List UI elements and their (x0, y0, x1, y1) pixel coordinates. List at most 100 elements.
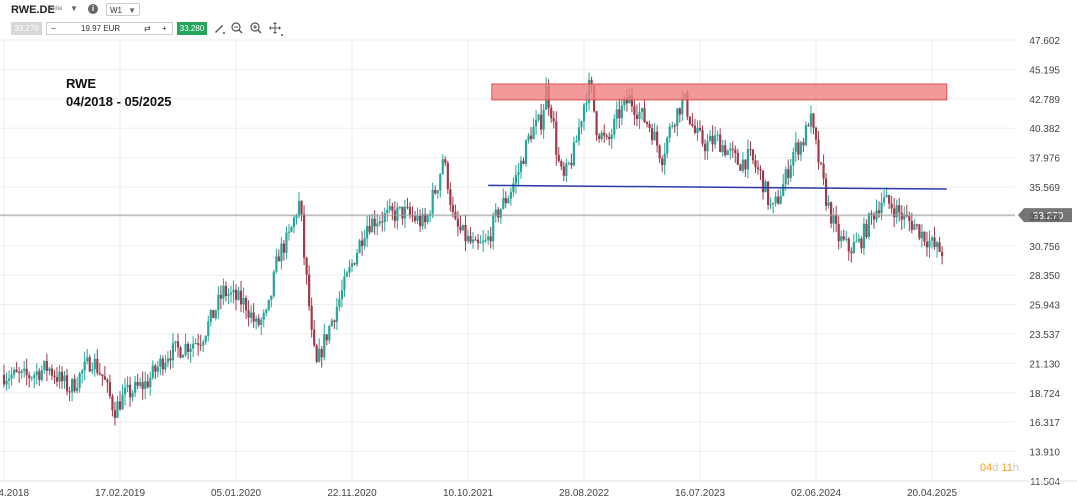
crosshair-move-icon[interactable] (269, 22, 283, 36)
candle-body (328, 326, 331, 341)
candle-body (202, 341, 205, 346)
quantity-value: 19.97 EUR (81, 24, 121, 33)
candle-body (772, 202, 775, 205)
candle-body (645, 122, 649, 125)
candle-body (65, 375, 69, 392)
candle-body (7, 378, 11, 381)
candle-body (164, 362, 167, 370)
candle-body (499, 208, 502, 218)
candle-body (792, 152, 795, 166)
candle-body (343, 276, 346, 291)
candle-body (272, 271, 275, 296)
candle-body (116, 401, 119, 418)
candle-body (880, 202, 883, 214)
candle-body (383, 213, 386, 223)
candle-body (590, 79, 593, 86)
candle-body (275, 256, 278, 272)
candle-body (519, 160, 523, 172)
current-price-tag (1018, 208, 1072, 223)
decrease-button[interactable]: − (51, 24, 56, 33)
candle-body (915, 224, 918, 226)
candle-body (244, 298, 248, 311)
candle-body (149, 377, 152, 388)
draw-tool-icon[interactable] (213, 22, 225, 34)
candle-body (403, 206, 407, 219)
candle-body (111, 396, 114, 411)
zoom-in-icon[interactable] (250, 22, 262, 34)
quantity-stepper[interactable]: − 19.97 EUR ⇄ + (46, 22, 173, 35)
resistance-zone (491, 83, 948, 101)
candle-body (832, 215, 835, 224)
candle-body (219, 294, 222, 299)
candle-body (925, 241, 929, 248)
candle-body (436, 190, 439, 194)
candle-body (711, 135, 714, 145)
candle-body (96, 358, 99, 373)
candle-body (459, 226, 462, 231)
candle-body (408, 207, 412, 215)
candle-body (489, 236, 492, 242)
candle-body (355, 252, 359, 265)
candle-body (557, 154, 560, 162)
candle-body (184, 343, 187, 355)
candle-body (5, 380, 8, 385)
candle-body (822, 163, 825, 179)
candle-body (242, 298, 245, 305)
symbol-label[interactable]: RWE.DE (11, 4, 55, 16)
swap-icon[interactable]: ⇄ (144, 24, 151, 33)
candle-body (224, 285, 228, 297)
candle-body (381, 221, 384, 223)
candle-body (333, 320, 336, 323)
candle-body (497, 209, 500, 218)
candle-body (270, 295, 273, 300)
increase-button[interactable]: + (162, 24, 167, 33)
symbol-dropdown-icon[interactable]: ▼ (70, 4, 78, 13)
bid-price[interactable]: 33.270 (11, 22, 42, 35)
candle-body (714, 135, 717, 145)
candle-body (759, 169, 762, 171)
candle-body (373, 218, 376, 227)
candle-body (814, 127, 818, 140)
candle-body (719, 134, 722, 153)
candle-body (777, 196, 780, 204)
candle-body (751, 149, 755, 161)
candle-body (199, 344, 202, 346)
y-tick-label: 42.789 (1029, 95, 1060, 106)
candle-body (855, 241, 858, 243)
candle-body (55, 377, 59, 382)
candle-body (585, 102, 588, 105)
candle-body (701, 130, 704, 144)
y-tick-label: 35.569 (1029, 183, 1060, 194)
candle-body (935, 242, 939, 248)
candle-body (633, 106, 636, 115)
y-tick-label: 11.504 (1030, 477, 1060, 488)
candle-body (686, 93, 689, 117)
candle-body (716, 134, 719, 136)
candle-body (139, 382, 142, 386)
candle-body (845, 238, 848, 240)
candle-body (842, 236, 845, 240)
candle-body (787, 169, 790, 179)
candle-body (368, 225, 371, 233)
candle-body (529, 135, 533, 140)
candle-body (650, 127, 654, 141)
info-icon[interactable]: i (88, 4, 98, 14)
timeframe-select[interactable]: W1 ▼ (106, 3, 140, 16)
candle-body (648, 124, 651, 128)
candle-body (330, 320, 333, 327)
timeframe-dropdown-icon: ▼ (128, 6, 136, 15)
candle-body (835, 215, 838, 224)
candle-body (146, 381, 149, 388)
candle-body (439, 173, 442, 191)
candle-body (466, 235, 470, 242)
candle-body (512, 183, 515, 193)
candle-body (928, 240, 931, 248)
ask-price[interactable]: 33.280 (177, 22, 207, 35)
candle-body (522, 160, 525, 165)
candlestick-series (2, 72, 944, 426)
y-tick-label: 30.756 (1029, 242, 1060, 253)
candle-body (799, 142, 802, 155)
zoom-out-icon[interactable] (231, 22, 243, 34)
candle-body (756, 167, 760, 170)
